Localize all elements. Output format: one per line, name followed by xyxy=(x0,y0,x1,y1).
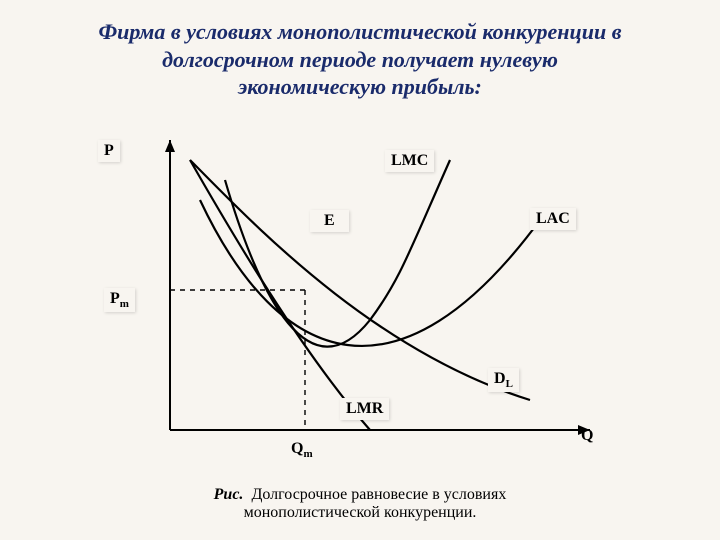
label-qm: Qm xyxy=(285,438,319,462)
caption-prefix: Рис. xyxy=(214,486,244,503)
title-line-2: долгосрочном периоде получает нулевую xyxy=(162,47,558,72)
label-q: Q xyxy=(575,425,599,447)
label-dl: DL xyxy=(488,368,519,392)
label-e: E xyxy=(310,210,349,232)
curve-dl xyxy=(190,160,530,400)
label-pm: Pm xyxy=(104,288,135,312)
title-line-3: экономическую прибыль: xyxy=(238,74,482,99)
label-lmc: LMC xyxy=(385,150,434,172)
label-lmr: LMR xyxy=(340,398,389,420)
diagram-svg xyxy=(110,140,610,440)
label-p: P xyxy=(98,140,120,162)
figure-caption: Рис. Долгосрочное равновесие в условиях … xyxy=(0,486,720,522)
page-title: Фирма в условиях монополистической конку… xyxy=(0,0,720,101)
y-arrowhead xyxy=(165,140,175,152)
caption-line2: монополистической конкуренции. xyxy=(244,504,477,521)
curve-lmc xyxy=(225,160,450,347)
title-line-1: Фирма в условиях монополистической конку… xyxy=(98,19,621,44)
label-lac: LAC xyxy=(530,208,576,230)
curve-lmr xyxy=(190,160,370,430)
diagram: P LMC E LAC Pm DL LMR Qm Q xyxy=(110,140,610,470)
caption-line1: Долгосрочное равновесие в условиях xyxy=(251,486,506,503)
